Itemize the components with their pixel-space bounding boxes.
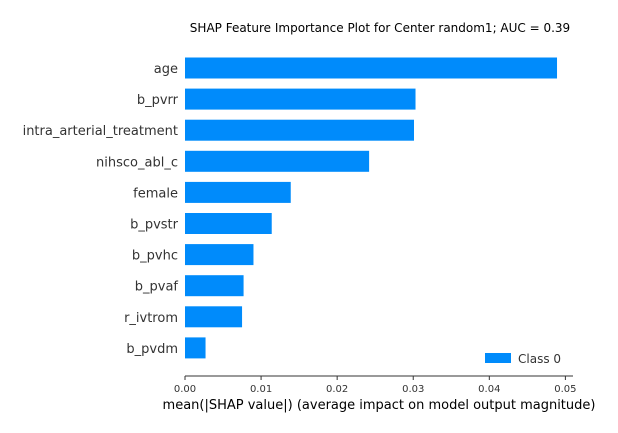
legend-swatch [485, 353, 511, 363]
category-label-nihsco_abl_c: nihsco_abl_c [96, 155, 178, 170]
bar-b_pvaf [185, 275, 244, 297]
x-axis-label: mean(|SHAP value|) (average impact on mo… [163, 398, 596, 413]
bar-b_pvdm [185, 337, 206, 359]
x-axis-ticks: 0.00 0.01 0.02 0.03 0.04 0.05 [174, 376, 577, 395]
bar-nihsco_abl_c [185, 150, 370, 172]
category-label-b_pvaf: b_pvaf [135, 280, 179, 295]
category-label-r_ivtrom: r_ivtrom [124, 311, 178, 326]
category-label-female: female [133, 186, 178, 201]
legend-label-class-0: Class 0 [518, 352, 561, 366]
category-label-b_pvstr: b_pvstr [130, 218, 179, 233]
x-tick-label: 0.02 [326, 384, 348, 395]
category-label-b_pvrr: b_pvrr [137, 93, 179, 108]
bar-female [185, 181, 291, 203]
bar-r_ivtrom [185, 306, 243, 328]
category-labels: age b_pvrr intra_arterial_treatment nihsco_… [23, 62, 179, 357]
chart-title: SHAP Feature Importance Plot for Center … [190, 21, 570, 35]
category-label-b_pvhc: b_pvhc [132, 249, 178, 264]
x-tick-label: 0.05 [554, 384, 576, 395]
bar-b_pvstr [185, 213, 272, 234]
x-tick-label: 0.00 [174, 384, 196, 395]
bar-age [185, 57, 558, 79]
x-tick-label: 0.04 [478, 384, 500, 395]
x-tick-label: 0.01 [250, 384, 272, 395]
legend: Class 0 [485, 352, 561, 366]
bar-b_pvhc [185, 244, 254, 266]
bar-b_pvrr [185, 88, 416, 110]
bar-intra_arterial_treatment [185, 119, 414, 141]
x-tick-label: 0.03 [402, 384, 424, 395]
category-label-b_pvdm: b_pvdm [126, 342, 178, 357]
bars-layer [185, 57, 558, 359]
category-label-age: age [154, 62, 178, 77]
category-label-intra_arterial_treatment: intra_arterial_treatment [23, 124, 178, 139]
